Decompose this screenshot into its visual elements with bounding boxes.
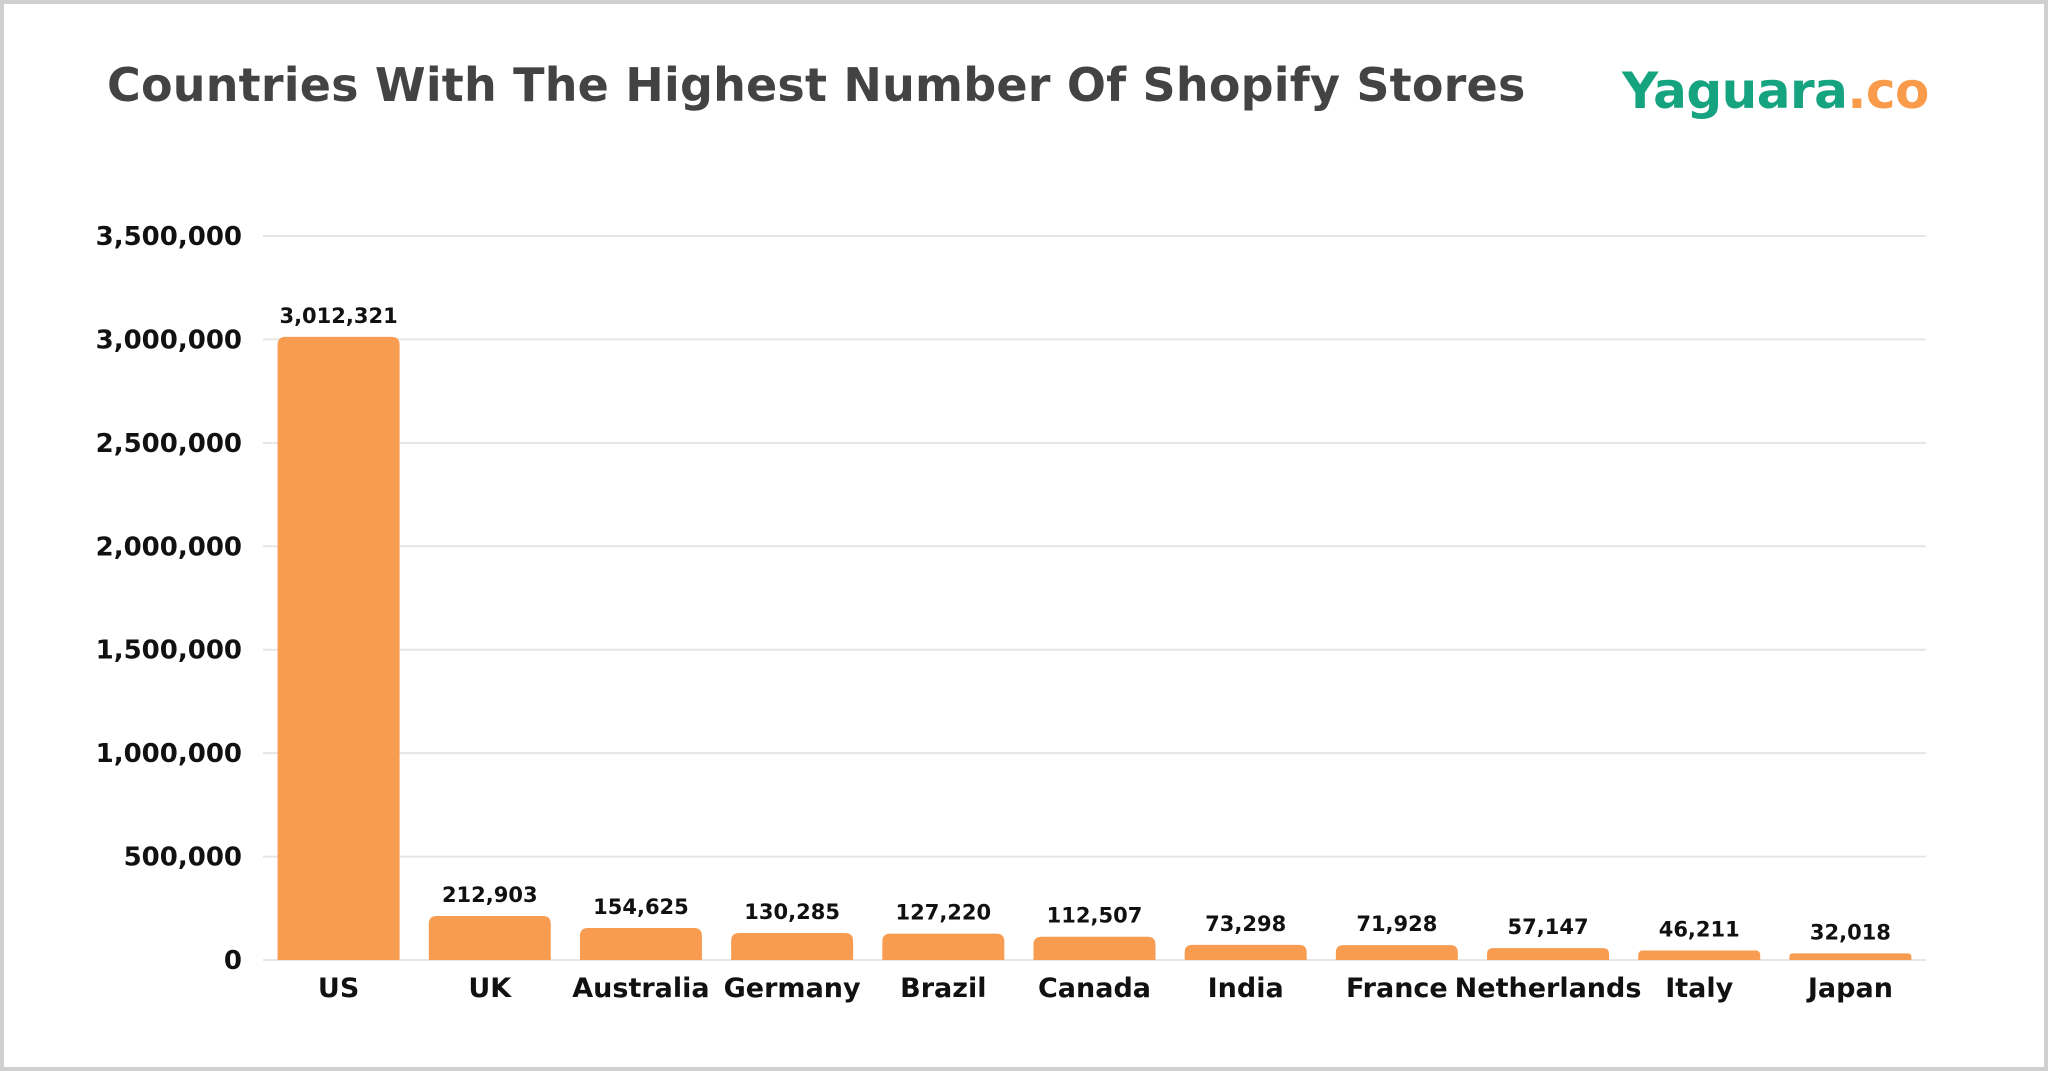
bar-us bbox=[277, 336, 400, 960]
y-tick-label: 2,000,000 bbox=[96, 532, 242, 562]
data-label: 3,012,321 bbox=[279, 304, 397, 328]
y-tick-label: 1,500,000 bbox=[96, 636, 242, 666]
y-tick-label: 3,500,000 bbox=[96, 222, 242, 252]
x-tick-label: Canada bbox=[1038, 973, 1151, 1004]
yaguara-logo: Yaguara.co bbox=[1622, 62, 1929, 120]
data-label: 212,903 bbox=[442, 883, 538, 907]
x-tick-label: US bbox=[318, 973, 359, 1004]
data-label: 127,220 bbox=[895, 901, 991, 925]
x-tick-label: Germany bbox=[724, 973, 861, 1004]
bar-italy bbox=[1638, 950, 1761, 960]
bar-netherlands bbox=[1487, 948, 1610, 960]
bar-canada bbox=[1033, 936, 1156, 960]
data-label: 112,507 bbox=[1047, 904, 1143, 928]
x-tick-label: Australia bbox=[572, 973, 709, 1004]
bar-uk bbox=[428, 915, 551, 960]
x-tick-label: Netherlands bbox=[1455, 973, 1642, 1004]
bar-brazil bbox=[882, 933, 1005, 960]
y-tick-label: 3,000,000 bbox=[96, 325, 242, 355]
bar-germany bbox=[731, 933, 854, 960]
data-label: 32,018 bbox=[1810, 920, 1891, 944]
x-tick-label: Brazil bbox=[900, 973, 986, 1004]
y-tick-label: 1,000,000 bbox=[96, 739, 242, 769]
y-tick-label: 500,000 bbox=[124, 843, 242, 873]
x-tick-label: Japan bbox=[1806, 973, 1893, 1004]
x-tick-label: France bbox=[1346, 973, 1448, 1004]
bar-japan bbox=[1789, 953, 1912, 960]
data-label: 57,147 bbox=[1508, 915, 1589, 939]
y-tick-label: 0 bbox=[224, 946, 242, 976]
logo-main: Yaguara bbox=[1622, 62, 1848, 120]
bar-australia bbox=[579, 928, 702, 960]
y-tick-label: 2,500,000 bbox=[96, 429, 242, 459]
bar-france bbox=[1335, 945, 1458, 960]
x-tick-label: UK bbox=[468, 973, 512, 1004]
bar-india bbox=[1184, 944, 1307, 960]
data-label: 154,625 bbox=[593, 895, 689, 919]
data-label: 46,211 bbox=[1659, 917, 1740, 941]
logo-suffix: .co bbox=[1847, 62, 1929, 120]
x-tick-label: India bbox=[1208, 973, 1284, 1004]
chart-title: Countries With The Highest Number Of Sho… bbox=[107, 58, 1526, 112]
data-label: 71,928 bbox=[1356, 912, 1437, 936]
data-label: 130,285 bbox=[744, 900, 840, 924]
data-label: 73,298 bbox=[1205, 912, 1286, 936]
x-tick-label: Italy bbox=[1665, 973, 1733, 1004]
